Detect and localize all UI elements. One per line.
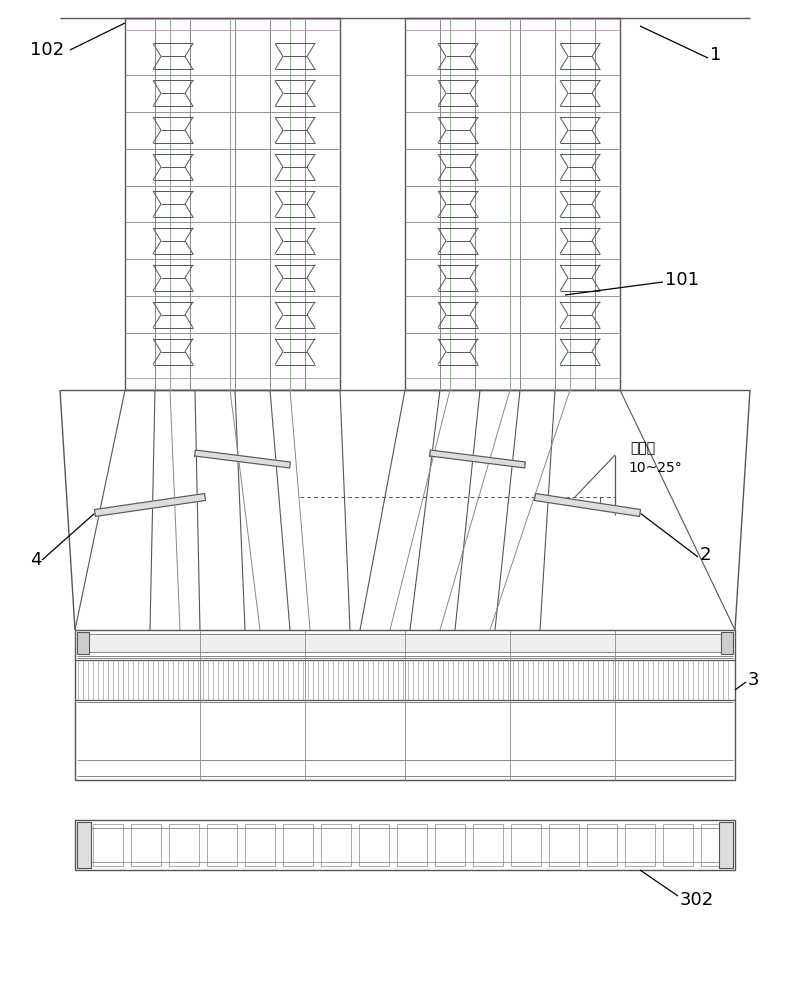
Bar [75, 820, 735, 870]
Polygon shape [429, 450, 526, 468]
Bar [75, 630, 735, 780]
Polygon shape [535, 494, 641, 516]
Text: 3: 3 [748, 671, 760, 689]
Bar [397, 824, 427, 866]
Bar [701, 824, 731, 866]
Text: 102: 102 [30, 41, 64, 59]
Bar [77, 822, 91, 868]
Bar [283, 824, 313, 866]
Bar [405, 18, 620, 390]
Text: 101: 101 [665, 271, 699, 289]
Text: 10~25°: 10~25° [628, 461, 682, 475]
Bar [93, 824, 123, 866]
Bar [125, 18, 340, 390]
Bar [663, 824, 693, 866]
Text: 302: 302 [680, 891, 714, 909]
Text: 4: 4 [30, 551, 41, 569]
Bar [77, 632, 89, 654]
Bar [169, 824, 199, 866]
Bar [721, 632, 733, 654]
Bar [321, 824, 351, 866]
Bar [359, 824, 389, 866]
Bar [435, 824, 465, 866]
Bar [131, 824, 161, 866]
Bar [511, 824, 541, 866]
Bar [719, 822, 733, 868]
Polygon shape [194, 450, 290, 468]
Polygon shape [95, 494, 206, 516]
Bar [207, 824, 237, 866]
Text: 竖直面: 竖直面 [630, 441, 655, 455]
Bar [625, 824, 655, 866]
Bar [473, 824, 503, 866]
Bar [549, 824, 579, 866]
Text: 2: 2 [700, 546, 711, 564]
Bar [587, 824, 617, 866]
Text: 1: 1 [710, 46, 722, 64]
Bar [245, 824, 275, 866]
Bar [83, 634, 727, 652]
